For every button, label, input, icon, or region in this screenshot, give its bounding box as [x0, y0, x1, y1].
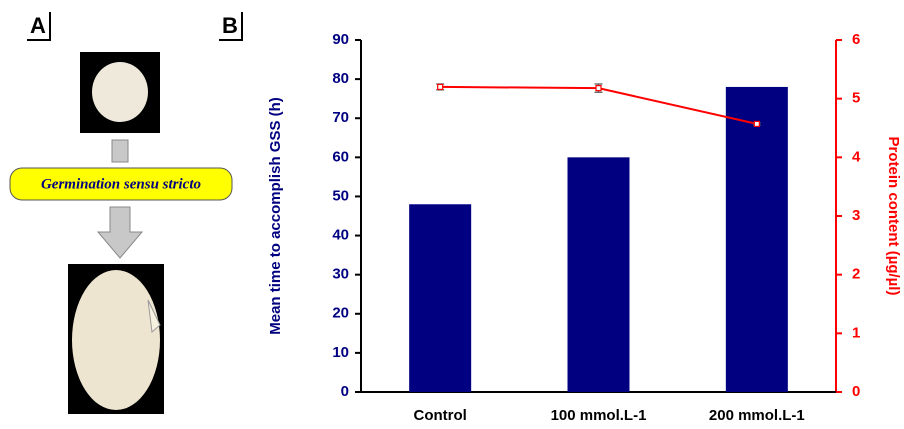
- x-tick-label: 200 mmol.L-1: [709, 407, 805, 424]
- figure: A Germination sensu stricto B Mean time …: [0, 0, 904, 429]
- y-tick-label: 80: [332, 70, 349, 87]
- x-tick-label: 100 mmol.L-1: [551, 407, 647, 424]
- y-tick-label: 50: [332, 187, 349, 204]
- y2-tick-label: 6: [852, 31, 860, 48]
- y-tick-label: 10: [332, 344, 349, 361]
- point: [596, 86, 601, 91]
- arrow: [112, 140, 128, 162]
- y2-tick-label: 2: [852, 266, 860, 283]
- seed: [92, 62, 148, 122]
- y-tick-label: 40: [332, 227, 349, 244]
- y-tick-label: 20: [332, 305, 349, 322]
- point: [438, 84, 443, 89]
- germinated-seed: [72, 270, 160, 410]
- bar: [568, 157, 630, 392]
- arrow: [98, 207, 142, 258]
- bar: [726, 87, 788, 392]
- y-tick-label: 60: [332, 148, 349, 165]
- y2-tick-label: 0: [852, 383, 860, 400]
- bar: [409, 204, 471, 392]
- x-tick-label: Control: [414, 407, 467, 424]
- y2-tick-label: 3: [852, 207, 860, 224]
- y2-tick-label: 4: [852, 148, 861, 165]
- y-tick-label: 90: [332, 31, 349, 48]
- y2-tick-label: 1: [852, 324, 860, 341]
- panel-label: B: [222, 13, 238, 38]
- y-axis-label: Mean time to accomplish GSS (h): [267, 97, 284, 335]
- y-tick-label: 30: [332, 266, 349, 283]
- panel-label: A: [30, 13, 46, 38]
- point: [754, 121, 759, 126]
- y-tick-label: 70: [332, 109, 349, 126]
- y2-tick-label: 5: [852, 90, 860, 107]
- y-tick-label: 0: [341, 383, 349, 400]
- stage-label: Germination sensu stricto: [41, 176, 201, 192]
- y2-axis-label: Protein content (µg/µl): [885, 137, 902, 296]
